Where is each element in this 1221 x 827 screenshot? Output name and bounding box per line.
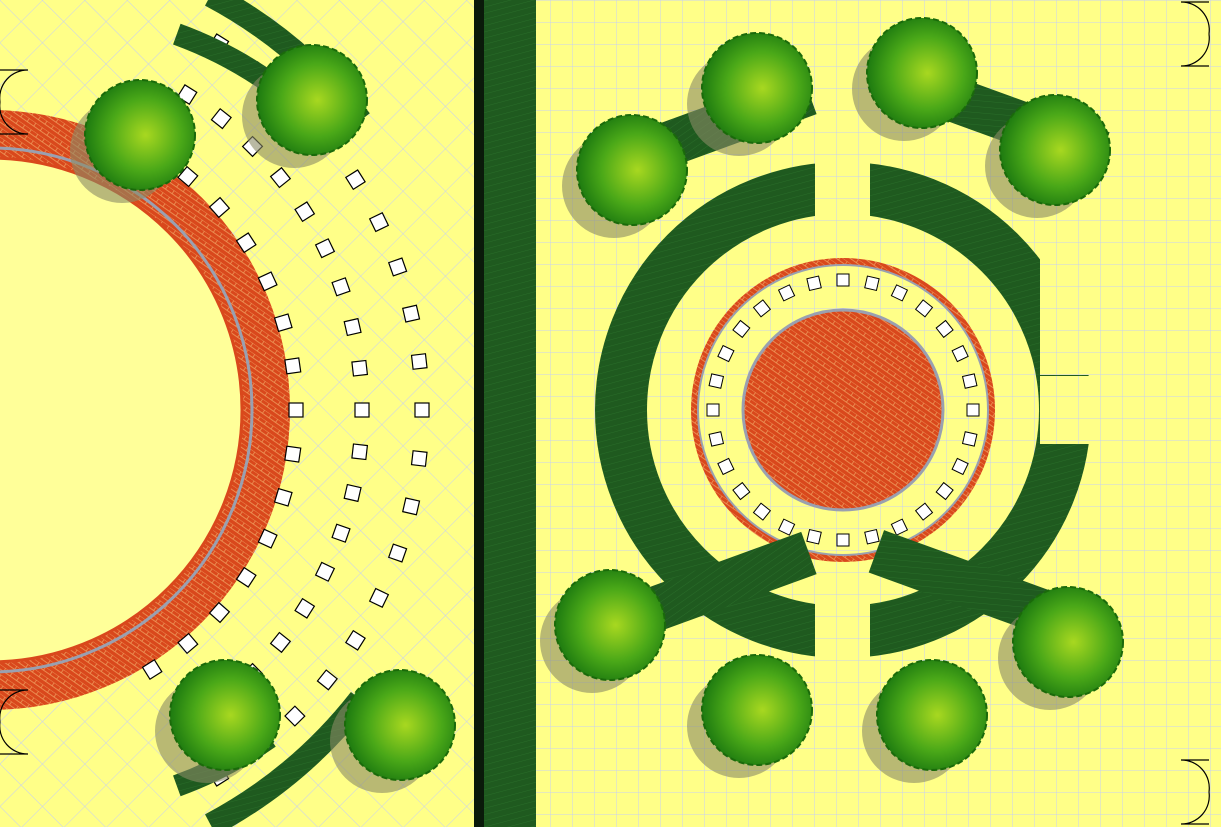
tree [344, 669, 456, 781]
seat [966, 403, 980, 417]
center-brick [741, 308, 945, 512]
seat [294, 597, 316, 619]
seat [777, 284, 796, 302]
seat [235, 232, 257, 254]
seat [914, 299, 934, 318]
seat [351, 443, 369, 461]
seat [208, 196, 231, 219]
seat [177, 632, 199, 655]
seat [708, 373, 725, 389]
seat [351, 359, 369, 377]
seat [752, 299, 772, 318]
tree [876, 659, 988, 771]
seat [708, 431, 725, 447]
seat [717, 344, 735, 363]
tree [701, 654, 813, 766]
seat [208, 601, 231, 624]
seat [314, 238, 336, 259]
seat [354, 402, 370, 418]
tree [1012, 586, 1124, 698]
seat [961, 373, 978, 389]
seat [890, 518, 909, 536]
seat [951, 457, 969, 476]
seat [368, 587, 390, 609]
seat [752, 502, 772, 521]
seat [890, 284, 909, 302]
seat [961, 431, 978, 447]
seat [288, 402, 304, 418]
seat [314, 561, 336, 582]
seat [257, 528, 278, 549]
seat [387, 257, 408, 277]
ring-line [0, 146, 254, 674]
seat [210, 107, 232, 130]
hedge-arc [595, 162, 1091, 658]
seat [141, 659, 163, 680]
seat [273, 313, 293, 333]
seat [344, 629, 366, 651]
seat [344, 169, 366, 191]
seat [914, 502, 934, 521]
seat [410, 353, 428, 370]
seat [935, 481, 954, 501]
seat [273, 487, 293, 507]
seat [343, 317, 362, 337]
seat [732, 481, 751, 501]
seat [284, 445, 302, 463]
edge-strip [474, 0, 484, 827]
door [1180, 759, 1210, 825]
tree [576, 114, 688, 226]
seat [177, 165, 199, 188]
seat [864, 275, 880, 292]
seat [257, 271, 278, 292]
seat [414, 402, 430, 418]
seat [235, 566, 257, 588]
seat [368, 211, 390, 233]
tree [999, 94, 1111, 206]
seat [387, 543, 408, 563]
seat [402, 497, 421, 516]
tree [84, 79, 196, 191]
seat [284, 357, 302, 375]
seat [294, 201, 316, 223]
tree [866, 17, 978, 129]
seat [864, 528, 880, 545]
seat [284, 705, 306, 727]
tree [256, 44, 368, 156]
tree [554, 569, 666, 681]
seat [951, 344, 969, 363]
seat [316, 669, 338, 691]
seat [806, 528, 822, 545]
seat [706, 403, 720, 417]
seat [269, 631, 292, 654]
seat [343, 483, 362, 503]
seat [777, 518, 796, 536]
door [1180, 1, 1210, 67]
tree [169, 659, 281, 771]
door [0, 69, 29, 135]
seat [331, 523, 351, 543]
seat [836, 533, 850, 547]
seat [806, 275, 822, 292]
inner-plaza [0, 156, 244, 664]
left-plaza [0, 0, 430, 827]
tree [701, 32, 813, 144]
seat [935, 319, 954, 339]
door [0, 689, 29, 755]
seat [732, 319, 751, 339]
hedge-strip [484, 0, 536, 827]
hedge-ring [595, 162, 1091, 658]
seat [717, 457, 735, 476]
seat [331, 277, 351, 297]
seat [402, 304, 421, 323]
seat [410, 450, 428, 467]
seat [269, 166, 292, 189]
seat [836, 273, 850, 287]
